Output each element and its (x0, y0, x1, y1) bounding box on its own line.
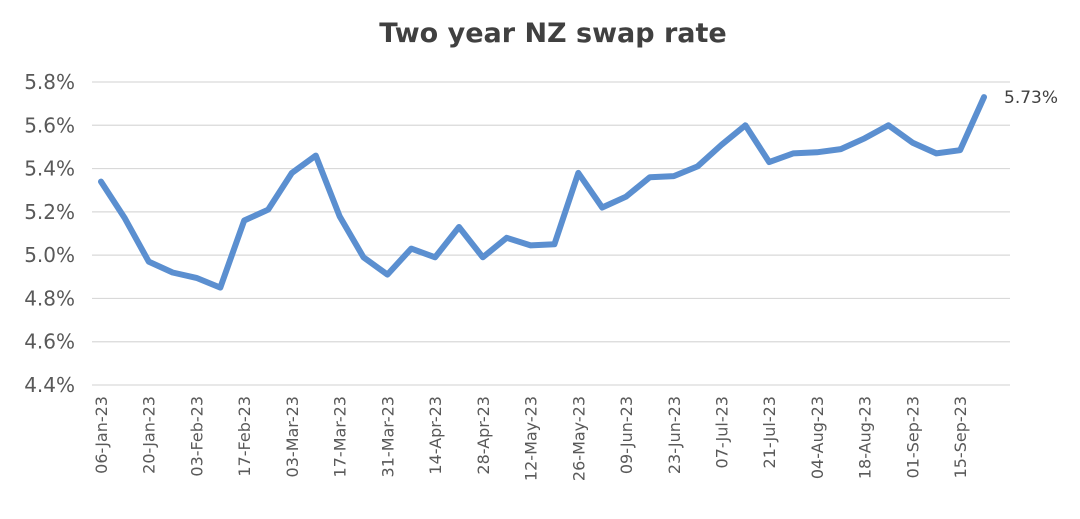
y-tick-label: 5.4% (24, 157, 75, 181)
y-tick-label: 5.2% (24, 200, 75, 224)
series-line (98, 94, 987, 291)
x-tick-label: 23-Jun-23 (665, 396, 684, 474)
x-tick-label: 28-Apr-23 (474, 396, 493, 475)
y-tick-label: 4.4% (24, 373, 75, 397)
x-tick-label: 14-Apr-23 (426, 396, 445, 475)
data-label: 5.73% (1004, 88, 1058, 108)
series-layer (98, 94, 987, 291)
x-axis-ticks: 06-Jan-23 20-Jan-23 03-Feb-23 17-Feb-23 03-M… (92, 396, 970, 481)
y-tick-label: 4.8% (24, 286, 75, 310)
gridlines (92, 81, 1010, 386)
data-labels: 5.73% (1004, 88, 1058, 108)
x-tick-label: 03-Feb-23 (187, 396, 206, 477)
y-tick-label: 5.0% (24, 243, 75, 267)
x-tick-label: 20-Jan-23 (140, 396, 159, 474)
y-axis-ticks: 4.4% 4.6% 4.8% 5.0% 5.2% 5.4% 5.6% 5.8% (24, 70, 75, 397)
x-tick-label: 06-Jan-23 (92, 396, 111, 474)
x-tick-label: 04-Aug-23 (808, 396, 827, 479)
chart-title: Two year NZ swap rate (379, 18, 726, 49)
x-tick-label: 03-Mar-23 (283, 396, 302, 477)
x-tick-label: 07-Jul-23 (712, 396, 731, 468)
y-tick-label: 5.6% (24, 113, 75, 137)
x-tick-label: 09-Jun-23 (617, 396, 636, 474)
x-tick-label: 15-Sep-23 (951, 396, 970, 478)
x-tick-label: 17-Feb-23 (235, 396, 254, 477)
x-tick-label: 01-Sep-23 (903, 396, 922, 478)
y-tick-label: 4.6% (24, 330, 75, 354)
x-tick-label: 26-May-23 (569, 396, 588, 481)
x-tick-label: 31-Mar-23 (378, 396, 397, 477)
x-tick-label: 17-Mar-23 (331, 396, 350, 477)
x-tick-label: 12-May-23 (522, 396, 541, 481)
x-tick-label: 18-Aug-23 (856, 396, 875, 479)
x-tick-label: 21-Jul-23 (760, 396, 779, 468)
y-tick-label: 5.8% (24, 70, 75, 94)
